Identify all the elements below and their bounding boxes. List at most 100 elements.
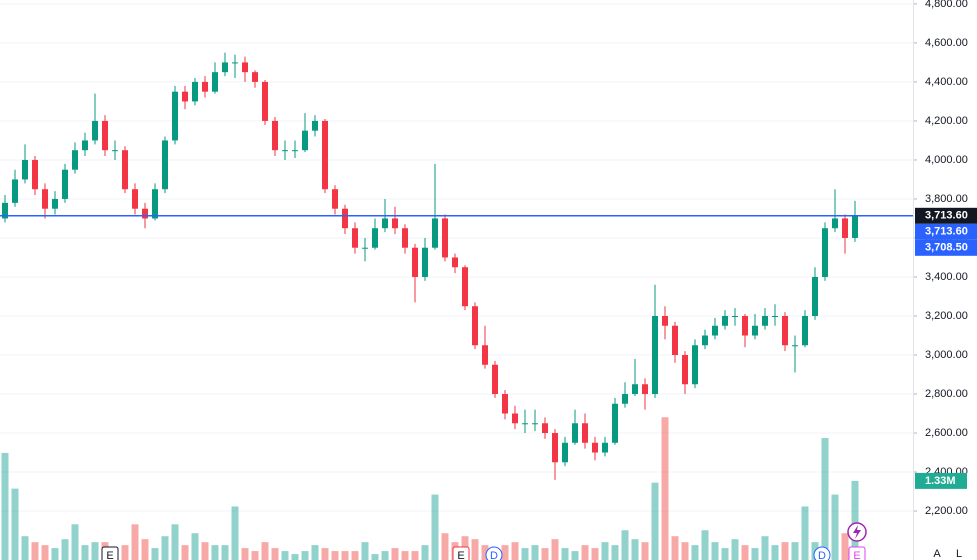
volume-bar — [181, 545, 189, 560]
candle-body — [22, 159, 28, 180]
volume-bar — [241, 548, 249, 560]
price-label-box — [915, 207, 977, 224]
event-marker: D — [485, 546, 503, 560]
volume-bar — [391, 548, 399, 560]
volume-label-box — [915, 472, 967, 489]
volume-bar — [791, 542, 799, 560]
candle-body — [152, 189, 158, 219]
volume-bar — [141, 539, 149, 560]
volume-bar — [421, 545, 429, 560]
volume-bar — [351, 551, 359, 560]
candle-body — [342, 208, 348, 229]
volume-bar — [631, 539, 639, 560]
volume-bar — [131, 524, 139, 560]
candle-body — [52, 198, 58, 209]
volume-bar — [361, 542, 369, 560]
volume-bar — [671, 536, 679, 560]
candle-body — [802, 315, 808, 346]
volume-bar — [661, 417, 669, 560]
price-label: 3,708.50 — [925, 242, 968, 254]
y-tick-label: 4,200.00 — [925, 115, 968, 127]
candle-body — [92, 120, 98, 141]
marker-badge — [813, 546, 831, 560]
candle-body — [62, 169, 68, 199]
candle-body — [412, 247, 418, 277]
candle-body — [492, 364, 498, 395]
event-marker: E — [101, 546, 119, 560]
volume-bar — [831, 494, 839, 560]
volume-bar — [201, 542, 209, 560]
candle-body — [542, 423, 548, 434]
volume-bar — [571, 551, 579, 560]
y-tick-label: 3,200.00 — [925, 310, 968, 322]
volume-bar — [1, 452, 9, 560]
y-tick-label: 3,800.00 — [925, 193, 968, 205]
y-tick-label: 4,600.00 — [925, 37, 968, 49]
candle-body — [2, 202, 8, 219]
volume-bar — [581, 545, 589, 560]
candle-body — [322, 120, 328, 190]
candle-body — [662, 315, 668, 326]
marker-badge — [452, 546, 470, 560]
candle-body — [622, 394, 628, 404]
candle-body — [552, 433, 558, 463]
candle-body — [502, 394, 508, 414]
marker-badge — [101, 546, 119, 560]
candle-body — [422, 247, 428, 277]
volume-bar — [121, 545, 129, 560]
candle-body — [32, 159, 38, 190]
candle-body — [282, 150, 288, 152]
candle-body — [292, 150, 298, 152]
candle-body — [262, 81, 268, 121]
volume-bar — [21, 536, 29, 560]
marker-label: E — [457, 550, 464, 560]
candle-body — [242, 62, 248, 73]
volume-bar — [531, 545, 539, 560]
event-marker: D — [813, 546, 831, 560]
candle-body — [792, 345, 798, 347]
volume-bar — [41, 545, 49, 560]
candle-body — [762, 315, 768, 326]
volume-bar — [431, 494, 439, 560]
price-label-box — [915, 239, 977, 256]
volume-bar — [611, 545, 619, 560]
candle-body — [462, 267, 468, 307]
volume-bar — [401, 551, 409, 560]
price-label: 3,713.60 — [925, 210, 968, 222]
volume-bar — [251, 551, 259, 560]
candle-body — [272, 120, 278, 151]
candle-body — [832, 218, 838, 229]
volume-bar — [331, 551, 339, 560]
candle-body — [712, 325, 718, 336]
candle-body — [632, 384, 638, 395]
scale-button[interactable]: A — [933, 548, 941, 560]
candle-body — [12, 179, 18, 203]
volume-bar — [801, 506, 809, 560]
candle-body — [302, 130, 308, 151]
candle-body — [472, 306, 478, 346]
candle-body — [82, 140, 88, 151]
candle-body — [602, 442, 608, 453]
volume-bar — [821, 438, 829, 560]
candle-body — [442, 218, 448, 258]
candle-body — [332, 189, 338, 209]
candle-body — [752, 325, 758, 336]
volume-bar — [301, 551, 309, 560]
volume-bar — [741, 545, 749, 560]
candle-body — [42, 189, 48, 209]
price-label-box — [915, 223, 977, 240]
candle-body — [382, 218, 388, 229]
candle-body — [702, 335, 708, 346]
volume-bar — [211, 545, 219, 560]
candle-body — [812, 276, 818, 316]
candle-body — [582, 423, 588, 443]
volume-bar — [621, 530, 629, 560]
candle-body — [432, 218, 438, 248]
volume-bar — [191, 533, 199, 560]
marker-label: E — [106, 550, 113, 560]
volume-bar — [91, 542, 99, 560]
volume-bar — [411, 551, 419, 560]
candle-body — [822, 228, 828, 277]
scale-button[interactable]: L — [956, 548, 962, 560]
